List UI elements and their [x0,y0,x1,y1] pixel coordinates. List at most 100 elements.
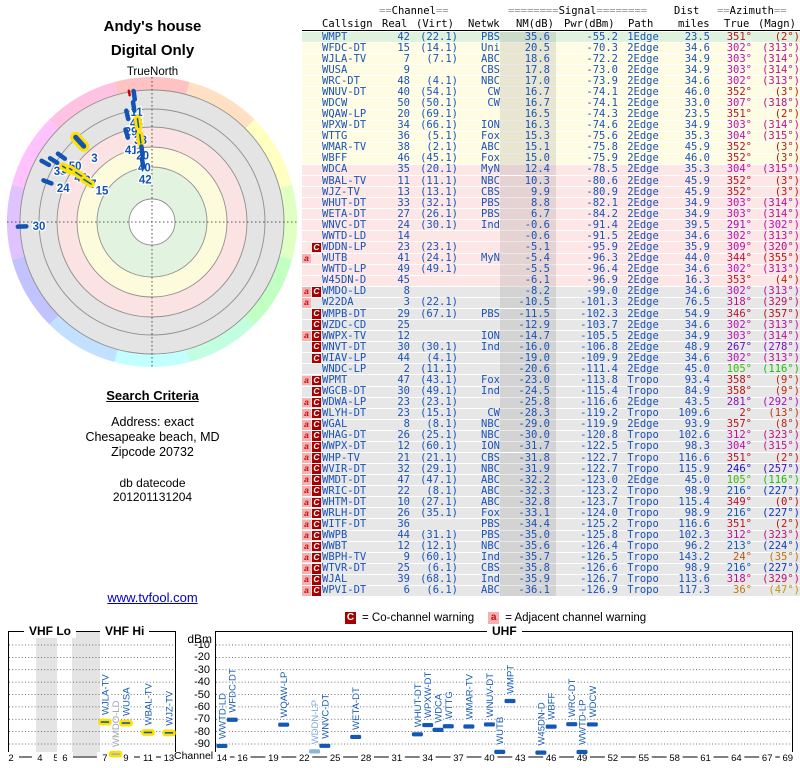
azimuth-group-header: ==Azimuth== [717,5,787,17]
callsign-cell: WETA-DT [322,207,367,220]
co-channel-warning-icon: C [312,551,321,563]
signal-bar [545,724,557,729]
adjacent-channel-warning-icon: a [302,497,311,508]
callsign-cell: WUSA [322,63,348,76]
co-channel-warning-icon: C [312,341,321,352]
dbm-axis-title: dBm [187,632,212,646]
callsign-cell: WTVR-DT [322,562,367,575]
channel-tick-label: 67 [762,753,773,764]
signal-bar-label: WJZ-TV [164,690,175,725]
col-true: True [724,18,750,30]
channel-tick-label: 9 [123,753,128,764]
callsign-cell: W22DA [322,296,354,309]
warning-legend: C = Co-channel warning a = Adjacent chan… [345,612,660,624]
signal-bar [504,698,516,704]
co-channel-warning-icon: C [312,540,321,552]
signal-bar [119,719,133,727]
channel-tick-label: 43 [515,753,526,764]
table-row: WDCW 50 (50.1) CW 16.7 -74.1 2Edge 33.0 307° (318… [302,98,800,110]
adjacent-channel-warning-icon: a [302,431,311,441]
channel-tick-label: 2 [8,753,13,764]
callsign-cell: WNUV-DT [322,85,367,98]
chart-border [8,631,176,758]
radar-channel-label: 41 [125,145,138,157]
search-zip: Zipcode 20732 [111,445,194,459]
co-channel-warning-icon: C [312,419,321,430]
channel-tick-label: 28 [361,753,372,764]
channel-tick-label: 69 [783,753,793,764]
dbm-tick-label: -80 [194,725,210,738]
table-row: a C WPVI-DT 6 (6.1) ABC -36.1 -126.9 Tropo 117.3 3… [302,585,800,597]
radar-station-marker [123,127,131,140]
signal-bar [216,743,228,749]
callsign-cell: WDDN-LP [322,241,367,254]
radar-station-marker [135,130,145,147]
callsign-cell: WGAL [322,418,348,431]
adjacent-channel-warning-icon: a [302,564,311,574]
radar-red-tick [127,89,131,97]
table-row: WNDC-LP 2 (11.1) -20.6 -111.4 2Edge 45.0 105° (1… [302,363,800,376]
adjacent-channel-warning-icon: a [302,508,311,519]
radar-station-marker [15,224,29,229]
signal-bar-label: WBAL-TV [143,682,154,725]
table-row: a C WBPH-TV 9 (60.1) Ind -35.7 -126.5 Tropo 143.2… [302,551,800,564]
co-channel-badge: C [345,612,356,624]
callsign-cell: WRIC-DT [322,484,367,497]
table-row: a C WWPX-DT 12 (60.1) ION -31.7 -122.5 Tropo 98.3… [302,440,800,453]
signal-bar-label: WPXW-DT [423,671,434,717]
co-channel-warning-icon: C [312,396,321,408]
co-channel-warning-icon: C [312,374,321,386]
callsign-cell: WHP-TV [322,451,360,464]
callsign-cell: WJLA-TV [322,52,367,65]
callsign-cell: WJZ-TV [322,185,360,198]
col-real: Real [382,18,408,30]
callsign-cell: WQAW-LP [322,108,367,121]
channel-tick-label: 25 [330,753,341,764]
channel-tick-label: 46 [546,753,557,764]
adjacent-channel-warning-icon: a [302,408,311,419]
adjacent-channel-warning-icon: a [302,453,311,463]
table-row: C WZDC-CD 25 -12.9 -103.7 2Edge 34.6 302° (313°) [302,319,800,332]
table-row: C WIAV-LP 44 (4.1) -19.0 -109.9 2Edge 34.6 302°(… [302,352,800,365]
non-tv-band [36,632,58,756]
search-criteria-heading: Search Criteria [106,388,199,403]
callsign-cell: WWPX-TV [322,329,367,342]
radar-station-marker [47,156,60,166]
radar-station-marker [131,88,138,102]
channel-tick-label: 40 [484,753,495,764]
tvfool-link[interactable]: www.tvfool.com [107,590,198,605]
signal-bar [141,729,155,736]
adjacent-channel-warning-icon: a [302,287,311,297]
signal-bar-label: WWTD-LP [578,700,589,745]
adjacent-channel-warning-icon: a [302,375,311,386]
signal-bar-label: WNUV-DT [485,673,496,718]
callsign-cell: WWPX-DT [322,440,367,453]
callsign-cell: WHTM-DT [322,495,367,508]
col-magn: (Magn) [758,18,796,30]
signal-bar-label: WDDN-LP [310,700,321,744]
radar-channel-label: 24 [57,183,70,195]
radar-station-marker [139,156,146,170]
adjacent-channel-legend-text: = Adjacent channel warning [505,612,647,624]
radar-channel-label: 15 [96,186,109,198]
uhf-label: UHF [487,624,522,638]
table-header: ==Channel== ========Signal======== Dist … [302,6,800,31]
search-criteria-block: Search Criteria Address: exact Chesapeak… [20,388,285,460]
co-channel-warning-icon: C [312,308,321,319]
co-channel-warning-icon: C [312,496,321,508]
signal-bar [108,750,123,758]
true-north-label: TrueNorth [126,66,179,78]
table-row: a C WRIC-DT 22 (8.1) ABC -32.3 -123.2 Tropo 98.9 2… [302,484,800,498]
co-channel-warning-icon: C [312,474,321,485]
col-miles: miles [678,18,710,30]
radar-station-marker [41,178,54,186]
radar-compass-wedge [185,312,255,363]
signal-bar-label: WMAR-TV [464,673,475,719]
channel-tick-label: 52 [608,753,619,764]
callsign-cell: WRC-DT [322,74,360,87]
co-channel-warning-icon: C [312,563,321,574]
signal-bar-label: WHUT-DT [413,683,424,727]
table-row: WHUT-DT 33 (32.1) PBS 8.8 -82.1 2Edge 34.9 303°(… [302,197,800,210]
signal-bar [535,750,547,755]
